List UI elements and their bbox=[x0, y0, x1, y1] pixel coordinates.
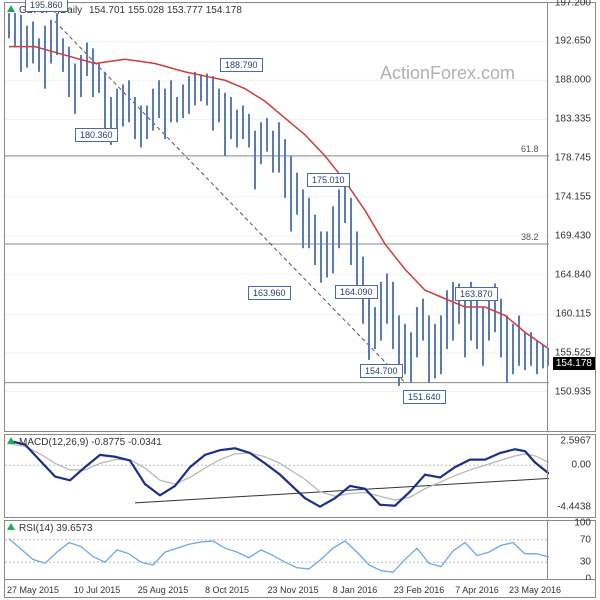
price-label: 188.790 bbox=[220, 58, 263, 72]
main-ytick: 174.155 bbox=[555, 191, 591, 202]
main-ytick: 197.200 bbox=[555, 0, 591, 9]
price-label: 163.870 bbox=[455, 287, 498, 301]
rsi-ytick: 70 bbox=[580, 534, 591, 545]
main-ytick: 188.000 bbox=[555, 75, 591, 86]
x-tick: 8 Jan 2016 bbox=[333, 585, 378, 595]
x-tick: 10 Jul 2015 bbox=[74, 585, 121, 595]
rsi-panel[interactable]: RSI(14) 39.6573 10070300 bbox=[4, 520, 596, 580]
x-tick: 23 May 2016 bbox=[509, 585, 561, 595]
macd-ytick: -4.4438 bbox=[557, 502, 591, 513]
fib-label: 61.8 bbox=[521, 144, 539, 154]
main-ytick: 192.650 bbox=[555, 36, 591, 47]
x-axis-panel: 27 May 2015 10 Jul 2015 25 Aug 2015 8 Oct 2… bbox=[4, 580, 596, 598]
rsi-ytick: 100 bbox=[574, 518, 591, 529]
current-price-label: 154.178 bbox=[553, 357, 595, 370]
macd-label: MACD(12,26,9) -0.8775 -0.0341 bbox=[19, 437, 162, 448]
macd-menu-arrow[interactable] bbox=[7, 437, 15, 444]
macd-ytick: 0.00 bbox=[572, 460, 591, 471]
main-ytick: 160.115 bbox=[556, 309, 591, 320]
x-tick: 7 Apr 2016 bbox=[455, 585, 499, 595]
main-ytick: 169.430 bbox=[555, 231, 591, 242]
x-tick: 8 Oct 2015 bbox=[205, 585, 249, 595]
x-tick: 23 Nov 2015 bbox=[267, 585, 318, 595]
main-ytick: 150.935 bbox=[555, 386, 591, 397]
main-ytick: 183.335 bbox=[555, 114, 591, 125]
main-price-panel[interactable]: GBPJPY,Daily 154.701 155.028 153.777 154… bbox=[4, 2, 596, 432]
price-label: 163.960 bbox=[248, 286, 291, 300]
x-tick: 23 Feb 2016 bbox=[394, 585, 445, 595]
main-chart-svg bbox=[5, 3, 549, 433]
rsi-menu-arrow[interactable] bbox=[7, 523, 15, 530]
rsi-y-axis: 10070300 bbox=[547, 521, 595, 579]
price-label: 180.360 bbox=[75, 128, 118, 142]
macd-panel[interactable]: MACD(12,26,9) -0.8775 -0.0341 2.5967 0.00… bbox=[4, 434, 596, 518]
price-label: 154.700 bbox=[360, 364, 403, 378]
macd-ytick: 2.5967 bbox=[560, 435, 591, 446]
main-ytick: 178.745 bbox=[555, 152, 591, 163]
rsi-label: RSI(14) 39.6573 bbox=[19, 523, 92, 534]
price-label: 175.010 bbox=[307, 173, 350, 187]
x-tick: 25 Aug 2015 bbox=[138, 585, 189, 595]
chart-menu-arrow[interactable] bbox=[7, 5, 15, 12]
main-ytick: 164.840 bbox=[555, 269, 591, 280]
main-y-axis: 197.200 192.650 188.000 183.335 178.745 174.1… bbox=[547, 3, 595, 431]
rsi-ytick: 30 bbox=[580, 557, 591, 568]
price-label: 195.860 bbox=[25, 0, 68, 12]
fib-label: 38.2 bbox=[521, 232, 539, 242]
price-label: 164.090 bbox=[335, 285, 378, 299]
macd-y-axis: 2.5967 0.00 -4.4438 bbox=[547, 435, 595, 517]
price-label: 151.640 bbox=[403, 390, 446, 404]
x-tick: 27 May 2015 bbox=[7, 585, 59, 595]
ohlc-label: 154.701 155.028 153.777 154.178 bbox=[89, 5, 242, 16]
